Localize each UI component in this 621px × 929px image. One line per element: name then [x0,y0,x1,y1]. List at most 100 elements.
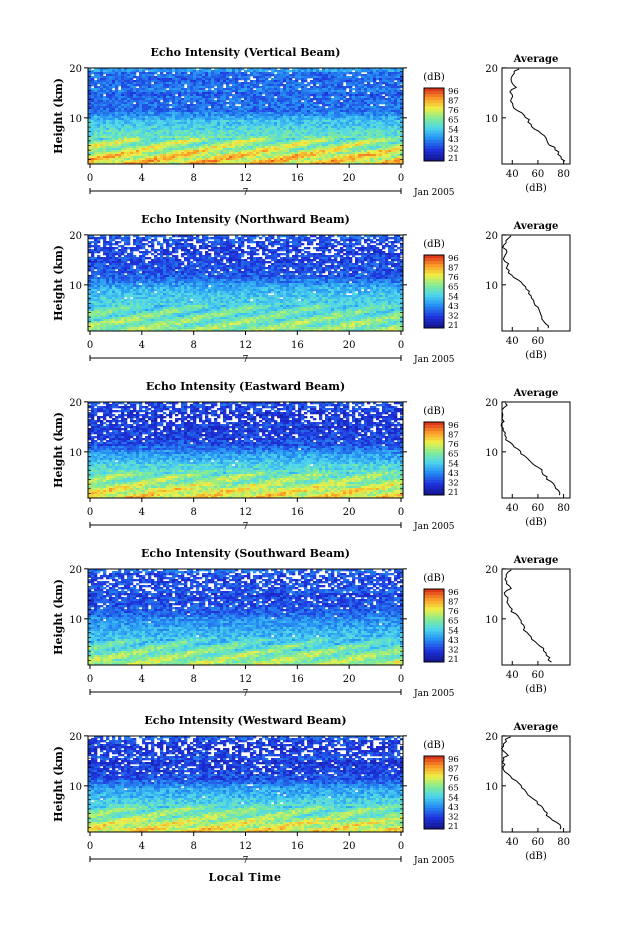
heatmap-cell [343,112,346,114]
heatmap-cell [286,154,289,156]
heatmap-cell [121,118,124,120]
heatmap-cell [301,140,304,142]
heatmap-cell [361,102,364,104]
heatmap-cell [388,100,391,102]
heatmap-cell [313,70,316,72]
heatmap-cell [139,160,142,162]
heatmap-cell [172,156,175,158]
heatmap-cell [211,82,214,84]
heatmap-cell [109,78,112,80]
heatmap-cell [238,94,241,96]
heatmap-cell [265,134,268,136]
heatmap-cell [319,92,322,94]
heatmap-cell [136,76,139,78]
heatmap-cell [169,88,172,90]
heatmap-cell [310,74,313,76]
heatmap-cell [328,160,331,162]
heatmap-cell [388,110,391,112]
heatmap-cell [127,140,130,142]
heatmap-cell [361,140,364,142]
heatmap-cell [151,152,154,154]
heatmap-cell [214,76,217,78]
heatmap-cell [271,140,274,142]
heatmap-cell [130,76,133,78]
heatmap-cell [397,160,400,162]
heatmap-cell [319,148,322,150]
heatmap-cell [280,90,283,92]
heatmap-cell [328,122,331,124]
heatmap-cell [97,86,100,88]
heatmap-cell [289,102,292,104]
heatmap-cell [136,132,139,134]
heatmap-cell [289,144,292,146]
heatmap-cell [103,100,106,102]
heatmap-cell [115,156,118,158]
heatmap-cell [235,112,238,114]
heatmap-cell [175,160,178,162]
heatmap-cell [235,156,238,158]
heatmap-cell [289,148,292,150]
heatmap-cell [277,118,280,120]
heatmap-cell [190,136,193,138]
heatmap-cell [118,126,121,128]
heatmap-cell [250,96,253,98]
heatmap-cell [217,132,220,134]
heatmap-cell [394,118,397,120]
heatmap-cell [379,114,382,116]
heatmap-cell [295,116,298,118]
heatmap-cell [277,86,280,88]
heatmap-cell [175,116,178,118]
heatmap-cell [124,132,127,134]
heatmap-cell [295,142,298,144]
heatmap-cell [154,112,157,114]
heatmap-cell [166,70,169,72]
heatmap-cell [151,96,154,98]
heatmap-cell [343,122,346,124]
heatmap-cell [157,110,160,112]
heatmap-cell [217,142,220,144]
heatmap-cell [349,126,352,128]
heatmap-cell [139,146,142,148]
heatmap-cell [295,140,298,142]
heatmap-cell [370,122,373,124]
heatmap-cell [133,154,136,156]
heatmap-cell [295,88,298,90]
heatmap-cell [139,112,142,114]
heatmap-cell [271,138,274,140]
heatmap-cell [307,126,310,128]
heatmap-cell [175,152,178,154]
heatmap-cell [373,134,376,136]
heatmap-cell [328,144,331,146]
heatmap-cell [343,88,346,90]
heatmap-cell [91,102,94,104]
heatmap-cell [304,98,307,100]
heatmap-cell [301,124,304,126]
heatmap-cell [193,154,196,156]
heatmap-cell [178,88,181,90]
heatmap-cell [340,154,343,156]
heatmap-cell [241,84,244,86]
heatmap-cell [103,148,106,150]
heatmap-cell [358,84,361,86]
heatmap-cell [172,88,175,90]
heatmap-cell [274,70,277,72]
heatmap-cell [118,108,121,110]
heatmap-cell [193,80,196,82]
heatmap-cell [244,132,247,134]
heatmap-cell [103,114,106,116]
heatmap-cell [325,82,328,84]
heatmap-cell [169,94,172,96]
heatmap-cell [358,72,361,74]
heatmap-cell [232,142,235,144]
heatmap-cell [313,132,316,134]
heatmap-cell [145,108,148,110]
heatmap-cell [205,106,208,108]
heatmap-cell [340,138,343,140]
heatmap-cell [316,96,319,98]
heatmap-cell [256,150,259,152]
heatmap-cell [205,108,208,110]
heatmap-cell [91,152,94,154]
heatmap-cell [187,88,190,90]
heatmap-cell [316,146,319,148]
heatmap-cell [214,154,217,156]
